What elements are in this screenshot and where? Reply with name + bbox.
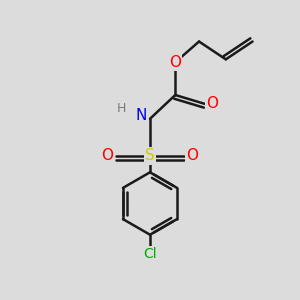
Text: O: O (101, 148, 113, 164)
Text: Cl: Cl (143, 247, 157, 261)
Text: O: O (169, 55, 181, 70)
Text: H: H (117, 102, 127, 115)
Text: S: S (145, 148, 155, 164)
Text: O: O (187, 148, 199, 164)
Text: O: O (206, 96, 218, 111)
Text: N: N (135, 108, 147, 123)
